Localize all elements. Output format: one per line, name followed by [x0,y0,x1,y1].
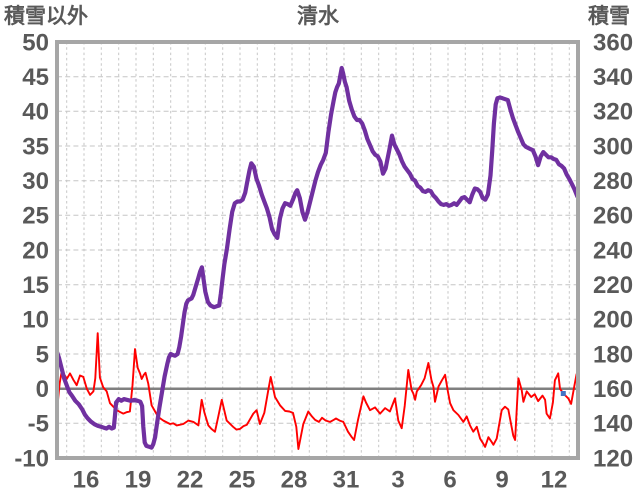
x-tick-label: 28 [281,466,308,493]
right-tick-label: 300 [593,133,633,160]
left-tick-label: 50 [22,29,49,56]
right-tick-label: 240 [593,237,633,264]
x-tick-label: 16 [73,466,100,493]
right-tick-label: 180 [593,341,633,368]
x-tick-label: 22 [177,466,204,493]
x-tick-label: 6 [443,466,456,493]
left-tick-label: 45 [22,64,49,91]
right-tick-label: 140 [593,411,633,438]
right-tick-label: 120 [593,445,633,472]
series-line-non-snow [57,332,578,450]
right-tick-label: 160 [593,376,633,403]
x-tick-label: 3 [391,466,404,493]
left-tick-label: 10 [22,307,49,334]
right-axis-title: 積雪 [588,5,630,28]
left-tick-label: 40 [22,99,49,126]
blue-point-marker [560,391,566,396]
right-tick-label: 280 [593,168,633,195]
right-tick-label: 200 [593,307,633,334]
right-axis-tick-labels: 360 340 320 300 280 260 240 220 200 180 160 140 120 [593,29,633,472]
left-axis-title: 積雪以外 [4,5,88,28]
plot-border [55,40,580,460]
chart-title: 清水 [297,5,339,28]
left-tick-label: 0 [36,376,49,403]
x-tick-label: 12 [541,466,568,493]
right-tick-label: 220 [593,272,633,299]
left-tick-label: 20 [22,237,49,264]
left-tick-label: 5 [36,341,49,368]
right-tick-label: 340 [593,64,633,91]
left-tick-label: -10 [14,445,49,472]
left-tick-label: 15 [22,272,49,299]
left-tick-label: 30 [22,168,49,195]
x-tick-label: 25 [229,466,256,493]
right-tick-label: 320 [593,99,633,126]
right-tick-label: 260 [593,203,633,230]
x-tick-label: 19 [125,466,152,493]
left-tick-label: 25 [22,203,49,230]
right-tick-label: 360 [593,29,633,56]
x-axis-tick-labels: 16 19 22 25 28 31 3 6 9 12 [73,466,568,493]
series-line-snow-depth [57,65,578,450]
x-tick-label: 31 [333,466,360,493]
left-tick-label: 35 [22,133,49,160]
left-tick-label: -5 [28,411,49,438]
x-tick-label: 9 [495,466,508,493]
